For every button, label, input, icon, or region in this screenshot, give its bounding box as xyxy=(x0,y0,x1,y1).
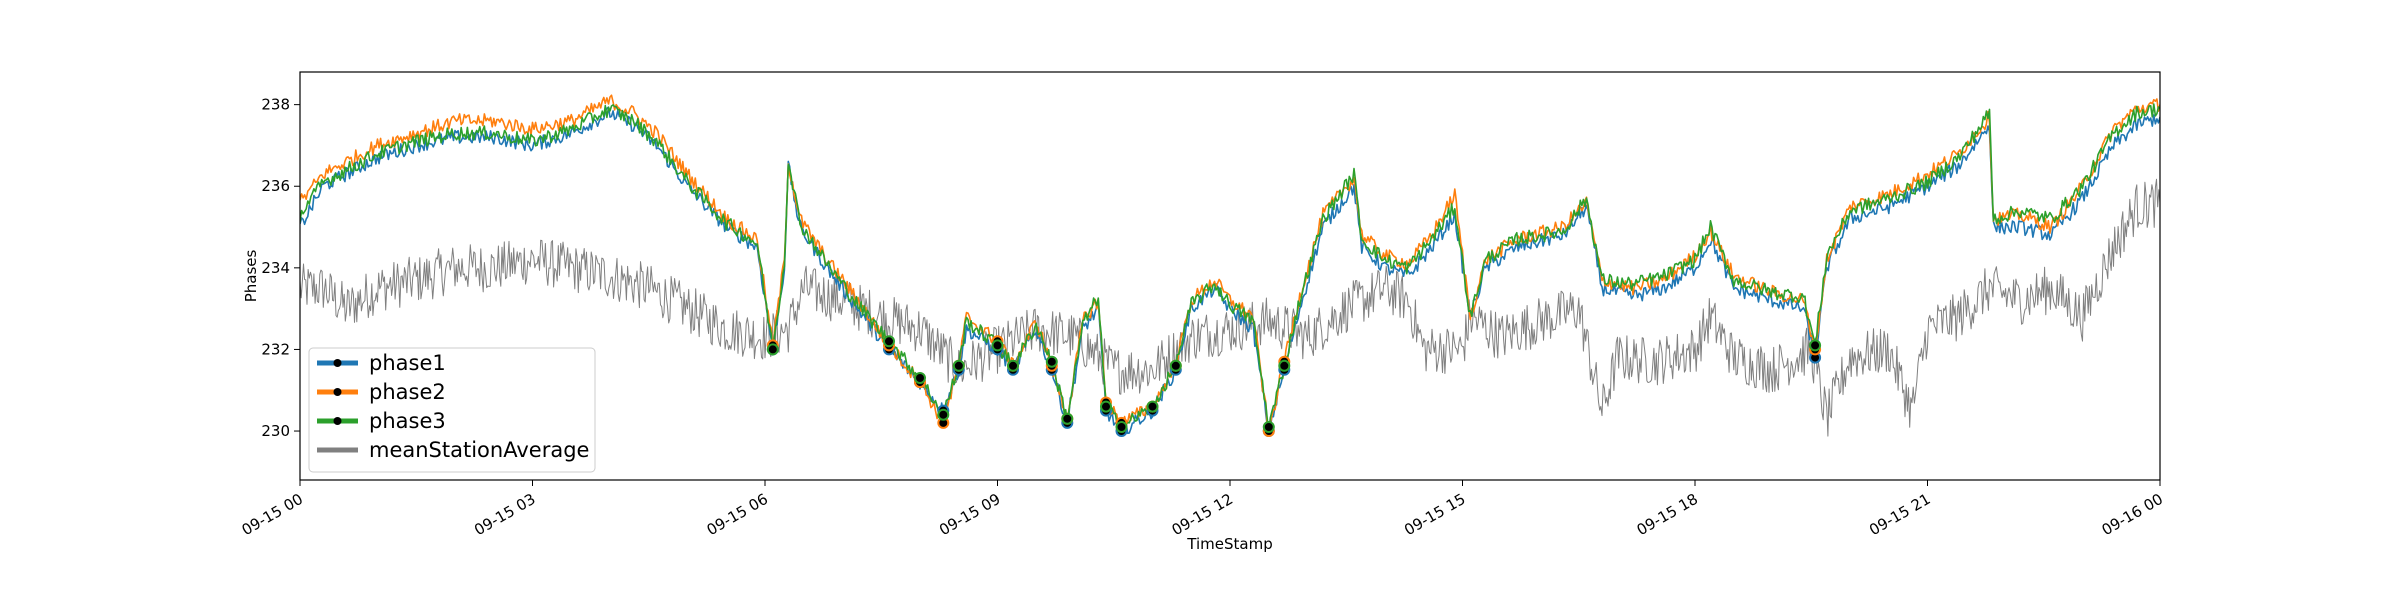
series-marker-phase3 xyxy=(937,408,950,421)
series-line-meanStationAverage xyxy=(300,178,2160,437)
legend-marker-phase2 xyxy=(333,388,342,396)
x-tick-label: 09-15 09 xyxy=(936,490,1003,539)
x-tick-label: 09-15 15 xyxy=(1401,490,1468,539)
x-tick-label: 09-15 03 xyxy=(471,490,538,539)
legend-marker-phase3 xyxy=(333,417,342,425)
x-tick-label: 09-15 18 xyxy=(1634,490,1701,539)
legend-label-meanStationAverage: meanStationAverage xyxy=(369,438,589,462)
x-tick-label: 09-16 00 xyxy=(2099,490,2166,539)
series-line-phase2 xyxy=(300,94,2160,429)
series-line-phase3 xyxy=(300,103,2160,435)
x-tick-label: 09-15 06 xyxy=(704,490,771,539)
legend[interactable]: phase1 phase2 phase3 meanStationAverage xyxy=(308,347,596,473)
series-marker-phase3 xyxy=(883,335,895,348)
marker-layer xyxy=(766,335,1822,437)
y-tick-label: 238 xyxy=(261,96,290,114)
legend-label-phase2: phase2 xyxy=(369,380,446,404)
series-marker-phase3 xyxy=(1169,359,1182,372)
x-axis: 09-15 00 09-15 03 09-15 06 09-15 09 09-15 12… xyxy=(239,480,2166,539)
y-axis: 230 232 234 236 238 xyxy=(261,96,300,440)
series-marker-phase3 xyxy=(1115,421,1128,433)
series-marker-phase3 xyxy=(1045,355,1058,368)
series-marker-phase3 xyxy=(952,359,965,372)
legend-box xyxy=(308,347,596,473)
series-marker-phase3 xyxy=(766,343,779,356)
y-axis-label: Phases xyxy=(242,250,260,303)
series-marker-phase3 xyxy=(1278,359,1291,372)
series-marker-phase3 xyxy=(1809,339,1822,352)
y-tick-label: 232 xyxy=(261,340,290,358)
plot-background xyxy=(300,72,2160,480)
series-marker-phase3 xyxy=(991,339,1004,352)
x-tick-label: 09-15 00 xyxy=(239,490,306,539)
legend-label-phase1: phase1 xyxy=(369,351,446,375)
series-marker-phase3 xyxy=(1262,421,1275,433)
y-tick-label: 230 xyxy=(261,422,290,440)
series-marker-phase3 xyxy=(1146,400,1159,413)
x-tick-label: 09-15 12 xyxy=(1169,490,1236,539)
series-layer xyxy=(300,94,2160,437)
legend-label-phase3: phase3 xyxy=(369,409,446,433)
series-marker-phase3 xyxy=(1061,412,1074,425)
series-marker-phase3 xyxy=(1100,400,1112,413)
y-tick-label: 236 xyxy=(261,177,290,195)
x-tick-label: 09-15 21 xyxy=(1866,490,1933,539)
x-axis-label: TimeStamp xyxy=(1186,535,1272,553)
y-tick-label: 234 xyxy=(261,259,290,277)
series-marker-phase3 xyxy=(1007,359,1019,372)
legend-marker-phase1 xyxy=(333,359,342,367)
series-marker-phase3 xyxy=(914,372,926,384)
